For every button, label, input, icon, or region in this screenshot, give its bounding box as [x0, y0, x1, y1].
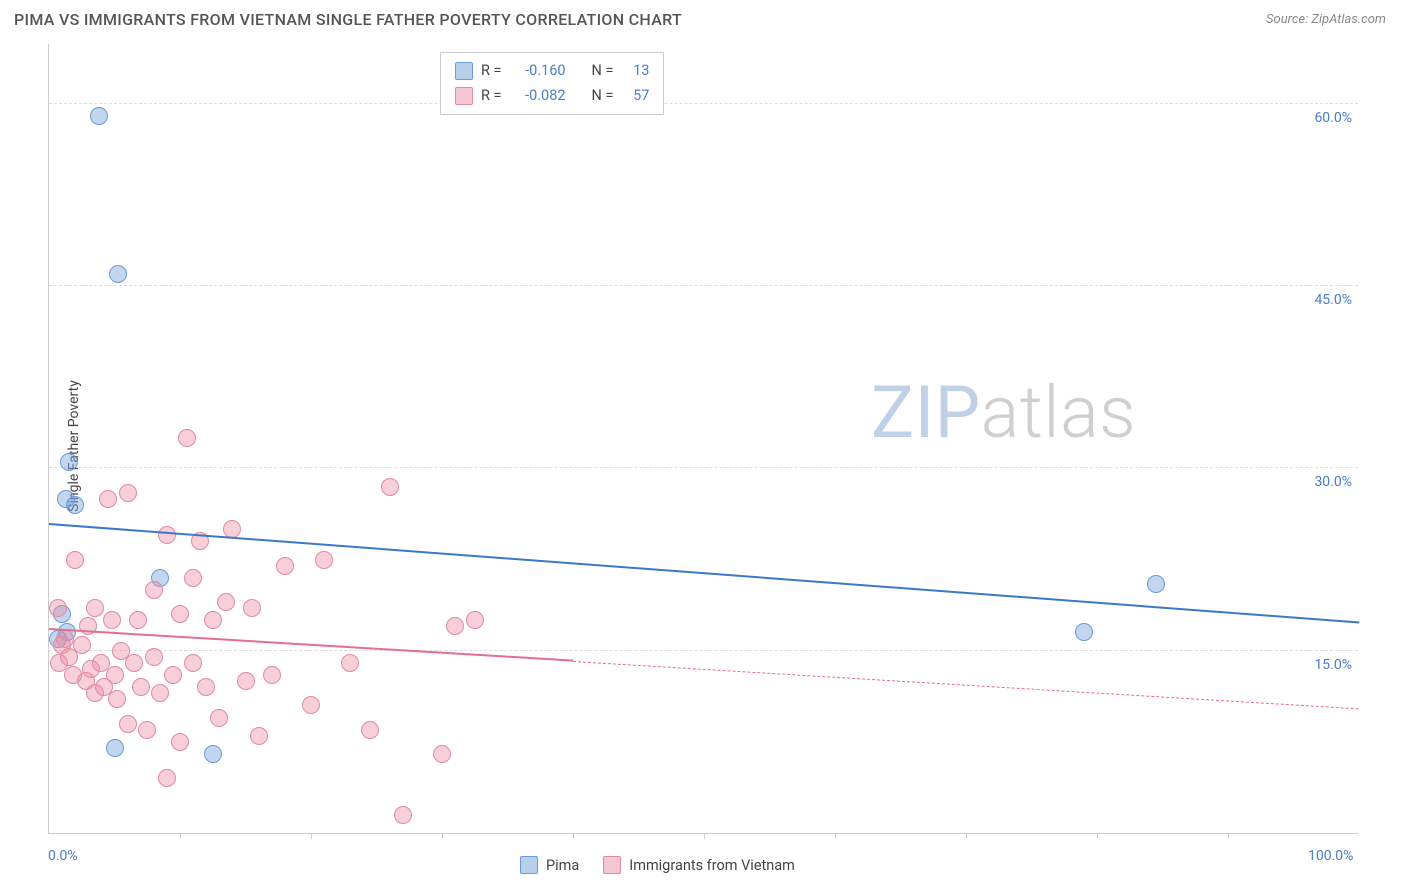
data-point [60, 453, 78, 471]
data-point [178, 429, 196, 447]
data-point [73, 636, 91, 654]
data-point [132, 678, 150, 696]
data-point [109, 265, 127, 283]
x-tick [835, 833, 836, 839]
watermark-atlas: atlas [981, 370, 1137, 455]
x-tick [573, 833, 574, 839]
r-value: -0.082 [510, 84, 566, 109]
data-point [184, 654, 202, 672]
legend-swatch [455, 87, 473, 105]
correlation-legend: R = -0.160 N = 13 R = -0.082 N = 57 [440, 52, 664, 115]
data-point [361, 721, 379, 739]
data-point [49, 599, 67, 617]
x-tick [1228, 833, 1229, 839]
data-point [250, 727, 268, 745]
legend-label: Immigrants from Vietnam [629, 857, 795, 874]
watermark-zip: ZIP [871, 370, 981, 455]
legend-row: R = -0.160 N = 13 [455, 59, 649, 84]
x-tick-label: 0.0% [48, 848, 78, 864]
data-point [433, 745, 451, 763]
data-point [381, 478, 399, 496]
x-tick [704, 833, 705, 839]
data-point [302, 696, 320, 714]
x-tick [1097, 833, 1098, 839]
data-point [210, 709, 228, 727]
data-point [119, 484, 137, 502]
legend-label: Pima [546, 857, 579, 874]
n-label: N = [592, 84, 614, 109]
gridline [49, 650, 1358, 651]
y-tick-label: 45.0% [1314, 292, 1352, 308]
data-point [446, 617, 464, 635]
data-point [138, 721, 156, 739]
gridline [49, 467, 1358, 468]
data-point [99, 490, 117, 508]
r-label: R = [481, 84, 502, 109]
trend-line [573, 661, 1359, 709]
legend-item: Immigrants from Vietnam [603, 856, 795, 874]
data-point [394, 806, 412, 824]
data-point [119, 715, 137, 733]
r-value: -0.160 [510, 59, 566, 84]
data-point [106, 666, 124, 684]
data-point [204, 745, 222, 763]
data-point [158, 769, 176, 787]
x-tick [311, 833, 312, 839]
data-point [243, 599, 261, 617]
data-point [204, 611, 222, 629]
n-value: 13 [621, 59, 649, 84]
data-point [263, 666, 281, 684]
data-point [90, 107, 108, 125]
gridline [49, 285, 1358, 286]
r-label: R = [481, 59, 502, 84]
data-point [341, 654, 359, 672]
data-point [217, 593, 235, 611]
data-point [171, 733, 189, 751]
data-point [466, 611, 484, 629]
source-attribution: Source: ZipAtlas.com [1266, 12, 1386, 27]
y-tick-label: 30.0% [1314, 474, 1352, 490]
x-tick [442, 833, 443, 839]
data-point [86, 599, 104, 617]
data-point [315, 551, 333, 569]
data-point [145, 648, 163, 666]
data-point [125, 654, 143, 672]
data-point [276, 557, 294, 575]
data-point [66, 496, 84, 514]
data-point [1075, 623, 1093, 641]
chart-header: PIMA VS IMMIGRANTS FROM VIETNAM SINGLE F… [0, 0, 1406, 37]
x-tick-label: 100.0% [1308, 848, 1353, 864]
scatter-chart: ZIPatlas 15.0% 30.0% 45.0% 60.0% [48, 44, 1358, 834]
data-point [1147, 575, 1165, 593]
data-point [197, 678, 215, 696]
series-legend: Pima Immigrants from Vietnam [520, 856, 795, 874]
data-point [129, 611, 147, 629]
gridline [49, 103, 1358, 104]
data-point [164, 666, 182, 684]
legend-item: Pima [520, 856, 579, 874]
x-tick [180, 833, 181, 839]
y-tick-label: 15.0% [1314, 657, 1352, 673]
chart-title: PIMA VS IMMIGRANTS FROM VIETNAM SINGLE F… [14, 10, 682, 29]
n-value: 57 [621, 84, 649, 109]
data-point [237, 672, 255, 690]
zipatlas-watermark: ZIPatlas [871, 370, 1136, 455]
data-point [66, 551, 84, 569]
data-point [184, 569, 202, 587]
data-point [108, 690, 126, 708]
legend-row: R = -0.082 N = 57 [455, 84, 649, 109]
data-point [171, 605, 189, 623]
legend-swatch [603, 856, 621, 874]
data-point [158, 526, 176, 544]
data-point [106, 739, 124, 757]
data-point [103, 611, 121, 629]
data-point [56, 630, 74, 648]
n-label: N = [592, 59, 614, 84]
y-tick-label: 60.0% [1314, 110, 1352, 126]
x-tick [966, 833, 967, 839]
legend-swatch [520, 856, 538, 874]
data-point [145, 581, 163, 599]
legend-swatch [455, 62, 473, 80]
data-point [151, 684, 169, 702]
